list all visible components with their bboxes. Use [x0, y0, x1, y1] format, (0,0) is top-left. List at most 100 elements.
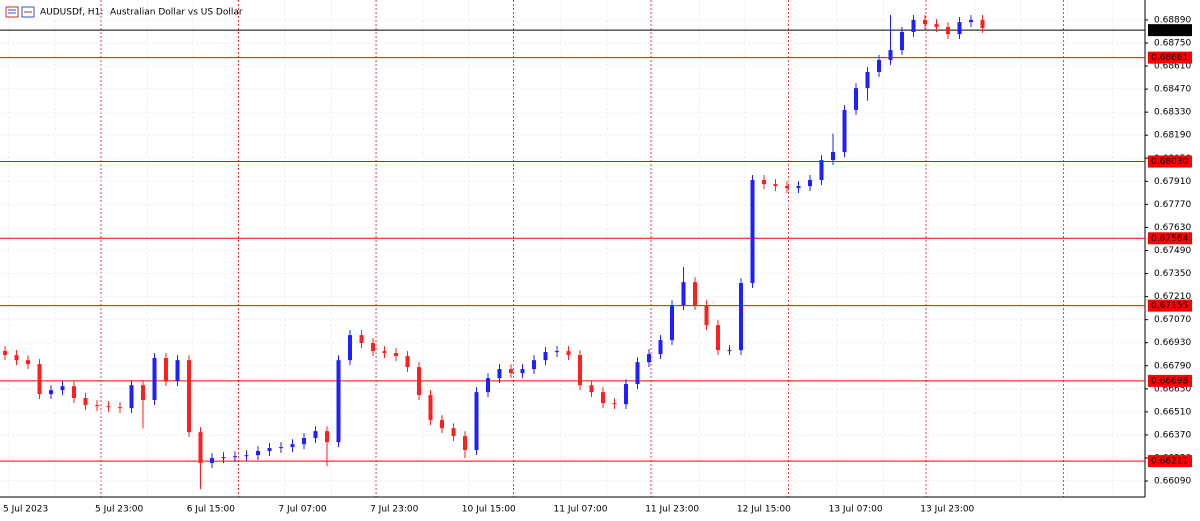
candle-body [313, 431, 318, 439]
candle-body [336, 360, 341, 443]
candle-body [808, 179, 812, 187]
candle-body [290, 444, 295, 448]
candle-body [739, 283, 743, 351]
candle-body [911, 19, 916, 32]
candle-body [693, 282, 697, 306]
candle-body [463, 436, 467, 451]
candle-body [279, 447, 283, 449]
candle-body [716, 325, 720, 351]
candle-body [474, 392, 479, 451]
level-label-box [1148, 24, 1192, 37]
y-tick-label: 0.67070 [1154, 315, 1191, 325]
level-label-box [1148, 155, 1192, 168]
candle-body [359, 335, 364, 344]
grid [0, 0, 1145, 497]
level-label-box [1148, 299, 1192, 312]
candle-body [635, 362, 640, 385]
candle-body [704, 305, 709, 326]
candle-body [14, 355, 19, 361]
candle-body [198, 432, 203, 464]
candle-body [578, 355, 582, 386]
candle-body [842, 110, 847, 152]
symbol: AUDUSDf, H1: [40, 8, 103, 18]
candle-body [221, 457, 226, 459]
candle-body [819, 160, 824, 180]
y-tick-label: 0.66510 [1154, 407, 1191, 417]
x-tick-label: 13 Jul 07:00 [829, 505, 883, 515]
candle-body [946, 27, 950, 35]
candle-body [658, 340, 663, 355]
candle-body [934, 24, 939, 28]
y-tick-label: 0.68890 [1154, 15, 1191, 25]
level-label-box [1148, 51, 1192, 64]
candle-body [118, 407, 122, 409]
y-tick-label: 0.66790 [1154, 361, 1191, 371]
candle-body [83, 398, 88, 406]
y-tick-label: 0.67490 [1154, 246, 1191, 256]
candle-body [244, 455, 249, 457]
candle-body [440, 420, 444, 429]
candle-body [888, 50, 893, 60]
level-label: 0.66698 [1151, 376, 1188, 386]
y-tick-label: 0.68610 [1154, 62, 1191, 72]
candle-body [612, 403, 617, 405]
candle-body [37, 364, 42, 395]
candle-body [543, 352, 548, 361]
candle-body [49, 390, 53, 395]
x-tick-label: 11 Jul 23:00 [645, 505, 699, 515]
x-tick-label: 6 Jul 15:00 [187, 505, 236, 515]
candle-body [210, 458, 214, 464]
level-label: 0.67155 [1151, 301, 1188, 311]
candle-body [451, 428, 456, 437]
level-label-box [1148, 374, 1192, 387]
candle-body [980, 19, 985, 28]
candle-body [233, 456, 237, 458]
x-tick-label: 7 Jul 23:00 [370, 505, 419, 515]
candle-body [566, 351, 571, 356]
candle-body [428, 395, 433, 421]
candle-body [405, 356, 410, 368]
x-tick-label: 5 Jul 2023 [3, 505, 48, 515]
y-tick-label: 0.68470 [1154, 85, 1191, 95]
candle-body [325, 431, 329, 443]
y-tick-label: 0.66370 [1154, 430, 1191, 440]
candle-body [647, 354, 651, 363]
candle-body [497, 369, 502, 379]
y-tick-label: 0.67350 [1154, 269, 1191, 279]
description: Australian Dollar vs US Dollar [110, 8, 243, 18]
level-label: 0.68030 [1151, 157, 1188, 167]
y-tick-label: 0.66650 [1154, 384, 1191, 394]
x-tick-label: 10 Jul 15:00 [462, 505, 516, 515]
y-tick-label: 0.68190 [1154, 131, 1191, 141]
symbol-icon [5, 6, 35, 18]
x-tick-label: 12 Jul 15:00 [737, 505, 791, 515]
candle-body [520, 369, 525, 374]
candle-body [670, 305, 674, 341]
y-tick-label: 0.67910 [1154, 177, 1191, 187]
candle-body [831, 151, 835, 161]
candle-body [187, 360, 191, 433]
x-tick-label: 5 Jul 23:00 [95, 505, 144, 515]
candle-body [95, 405, 99, 407]
x-tick-label: 13 Jul 23:00 [920, 505, 974, 515]
candle-body [267, 448, 272, 452]
candle-body [877, 59, 881, 72]
candle-body [969, 19, 973, 23]
candle-body [256, 451, 260, 456]
candle-body [601, 392, 605, 404]
candle-body [152, 358, 157, 401]
y-tick-label: 0.67210 [1154, 292, 1191, 302]
level-label: 0.67564 [1151, 234, 1188, 244]
candle-body [164, 358, 168, 382]
y-tick-label: 0.68750 [1154, 38, 1191, 48]
candle-body [589, 385, 594, 393]
candle-body [382, 351, 387, 354]
x-tick-label: 11 Jul 07:00 [554, 505, 608, 515]
y-tick-label: 0.68330 [1154, 108, 1191, 118]
y-tick-label: 0.67770 [1154, 200, 1191, 210]
level-label: 0.68661 [1151, 53, 1188, 63]
candle-body [72, 386, 76, 399]
candle-body [681, 282, 686, 306]
candle-body [106, 406, 111, 408]
